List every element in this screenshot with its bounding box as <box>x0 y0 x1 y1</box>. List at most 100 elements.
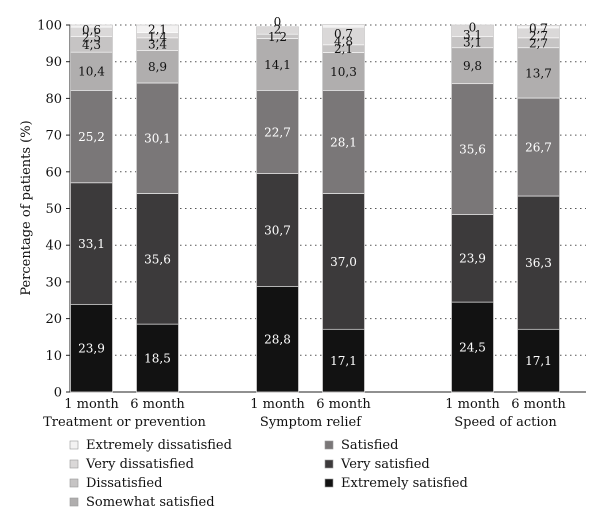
bar-data-label: 1,4 <box>148 30 167 44</box>
x-axis: 1 month 6 month Treatment or prevention 1 m… <box>43 397 566 430</box>
bar-segment <box>136 323 179 393</box>
bar-segment <box>256 38 299 91</box>
bar-data-label: 23,9 <box>459 252 486 266</box>
bar-segment <box>256 286 299 393</box>
bar-data-label: 0,6 <box>82 23 101 37</box>
x-tick-label: 1 month <box>445 397 500 412</box>
bar-data-label: 22,7 <box>264 125 291 139</box>
legend-swatch <box>69 497 79 507</box>
bar-data-label: 0,7 <box>529 21 548 35</box>
bar-data-label: 1,2 <box>268 30 287 44</box>
bar-outline <box>322 24 365 393</box>
bar-data-label: 8,9 <box>148 60 167 74</box>
bar-data-label: 26,7 <box>525 141 552 155</box>
bar-data-label: 18,5 <box>144 352 171 366</box>
bar-data-label: 2 <box>274 22 282 36</box>
bar-segment <box>517 97 560 197</box>
bar-data-label: 17,1 <box>525 354 552 368</box>
bar-data-label: 33,1 <box>78 237 105 251</box>
legend-label: Somewhat satisfied <box>86 495 215 510</box>
bar-data-label: 28,8 <box>264 333 291 347</box>
legend: Extremely dissatisfied Very dissatisfied D… <box>69 438 468 510</box>
y-tick-label: 100 <box>37 19 62 34</box>
x-group-label: Treatment or prevention <box>43 415 206 430</box>
legend-swatch <box>69 459 79 469</box>
x-tick-label: 1 month <box>64 397 119 412</box>
bar-data-label: 2,5 <box>82 30 101 44</box>
x-group-label: Speed of action <box>454 415 557 430</box>
y-tick-label: 90 <box>45 55 62 70</box>
bar-data-label: 17,1 <box>330 354 357 368</box>
bar-data-label: 10,3 <box>330 65 357 79</box>
bar-data-label: 3,4 <box>148 38 167 52</box>
x-tick-label: 6 month <box>511 397 566 412</box>
legend-label: Dissatisfied <box>86 476 162 491</box>
legend-swatch <box>69 440 79 450</box>
bar-data-label: 25,2 <box>78 130 105 144</box>
bar-data-label: 14,1 <box>264 58 291 72</box>
bar-data-label: 37,0 <box>330 255 357 269</box>
y-tick-label: 50 <box>45 202 62 217</box>
bar-data-label: 28,1 <box>330 135 357 149</box>
y-tick-label: 20 <box>45 312 62 327</box>
bar-data-label: 13,7 <box>525 66 552 80</box>
bar-data-label: 10,4 <box>78 65 105 79</box>
legend-swatch <box>324 459 334 469</box>
bar-data-label: 35,6 <box>459 143 486 157</box>
bar-data-label: 3,1 <box>463 36 482 50</box>
bar-outline <box>136 24 179 393</box>
legend-swatch <box>324 478 334 488</box>
bar-data-label: 2,1 <box>334 42 353 56</box>
bar-segment <box>322 52 365 91</box>
y-tick-label: 80 <box>45 92 62 107</box>
bar-data-label: 36,3 <box>525 256 552 270</box>
y-tick-label: 30 <box>45 275 62 290</box>
x-tick-label: 6 month <box>130 397 185 412</box>
bar-segment <box>256 90 299 174</box>
y-tick-label: 40 <box>45 239 62 254</box>
bar-data-label: 0,7 <box>334 27 353 41</box>
x-tick-label: 6 month <box>316 397 371 412</box>
y-axis-title: Percentage of patients (%) <box>19 120 34 295</box>
bar-segment <box>451 214 494 303</box>
x-group-label: Symptom relief <box>260 415 362 430</box>
bar-segment <box>451 47 494 85</box>
bar-segment <box>70 182 113 305</box>
bar-data-label: 0 <box>274 15 282 29</box>
bar-outline <box>517 25 560 393</box>
bar-data-label: 24,5 <box>459 341 486 355</box>
legend-label: Extremely dissatisfied <box>86 438 232 453</box>
bar-data-label: 2,7 <box>529 29 548 43</box>
legend-swatch <box>69 478 79 488</box>
bar-data-label: 35,6 <box>144 252 171 266</box>
y-tick-label: 0 <box>54 386 62 401</box>
bar-data-label: 0 <box>469 21 477 35</box>
bar-data-label: 4,8 <box>334 35 353 49</box>
legend-swatch <box>324 440 334 450</box>
bar-segment <box>322 193 365 330</box>
bars: 23,9 33,1 25,2 10,4 4,32,50,6 18,5 35,6 30,1 8,9… <box>70 15 560 393</box>
bar-outline <box>70 24 113 393</box>
bar-outline <box>256 26 299 393</box>
legend-label: Extremely satisfied <box>341 476 468 491</box>
bar-data-label: 30,7 <box>264 223 291 237</box>
bar-data-label: 23,9 <box>78 342 105 356</box>
y-tick-label: 60 <box>45 165 62 180</box>
x-tick-label: 1 month <box>250 397 305 412</box>
bar-data-label: 9,8 <box>463 59 482 73</box>
bar-data-label: 30,1 <box>144 132 171 146</box>
legend-label: Satisfied <box>341 438 398 453</box>
y-tick-label: 10 <box>45 349 62 364</box>
bar-segment <box>256 173 299 287</box>
bar-data-label: 2,7 <box>529 36 548 50</box>
legend-label: Very dissatisfied <box>85 457 194 472</box>
y-tick-label: 70 <box>45 129 62 144</box>
bar-outline <box>451 24 494 393</box>
bar-data-label: 2,1 <box>148 23 167 37</box>
bar-segment <box>70 90 113 184</box>
bar-data-label: 4,3 <box>82 38 101 52</box>
bar-data-label: 3,1 <box>463 28 482 42</box>
legend-label: Very satisfied <box>340 457 430 472</box>
